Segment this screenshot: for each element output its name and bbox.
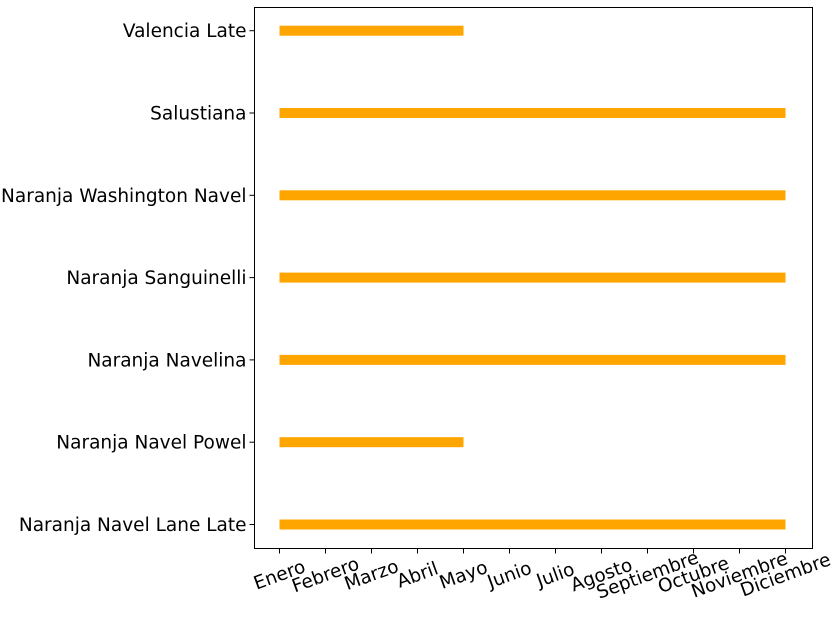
y-axis: Naranja Navel Lane Late Naranja Navel Pow… [1,21,255,536]
bar-naranja-washington-navel [279,190,786,201]
x-tick-label: Abril [394,558,441,592]
x-tick-label: Junio [484,558,535,594]
y-tick-label: Naranja Navel Lane Late [19,515,247,536]
bar-valencia-late [279,25,464,36]
bar-naranja-navelina [279,354,786,365]
bar-naranja-sanguinelli [279,272,786,283]
y-tick-label: Naranja Sanguinelli [66,268,246,289]
bar-naranja-navel-powel [279,437,464,448]
y-tick-label: Naranja Navelina [87,350,246,371]
y-tick-label: Valencia Late [123,21,247,42]
bar-salustiana [279,108,786,118]
y-tick-label: Salustiana [150,104,246,125]
bars-group [279,25,786,530]
y-tick-label: Naranja Washington Navel [1,186,246,207]
y-tick-label: Naranja Navel Powel [56,433,246,454]
x-tick-label: Mayo [437,557,491,594]
bar-naranja-navel-lane-late [279,519,786,530]
